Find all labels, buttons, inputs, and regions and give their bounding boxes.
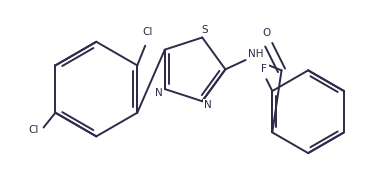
Text: NH: NH <box>248 49 263 59</box>
Text: Cl: Cl <box>142 27 152 37</box>
Text: F: F <box>262 64 268 74</box>
Text: Cl: Cl <box>28 125 39 135</box>
Text: N: N <box>204 100 212 110</box>
Text: O: O <box>263 28 271 38</box>
Text: N: N <box>155 88 163 98</box>
Text: S: S <box>201 25 207 35</box>
